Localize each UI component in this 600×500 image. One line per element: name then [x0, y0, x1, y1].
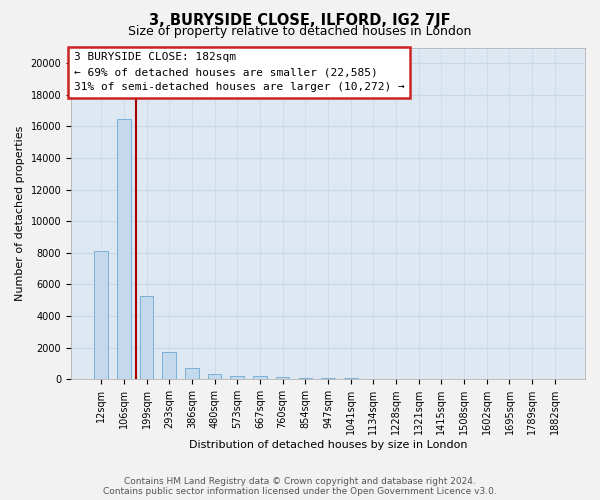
Bar	[163, 352, 176, 379]
Text: 3 BURYSIDE CLOSE: 182sqm
← 69% of detached houses are smaller (22,585)
31% of se: 3 BURYSIDE CLOSE: 182sqm ← 69% of detach…	[74, 52, 404, 92]
Bar	[230, 376, 244, 379]
Bar	[140, 296, 154, 379]
Text: 3, BURYSIDE CLOSE, ILFORD, IG2 7JF: 3, BURYSIDE CLOSE, ILFORD, IG2 7JF	[149, 12, 451, 28]
Bar	[276, 377, 289, 379]
Bar	[185, 368, 199, 379]
Text: Contains HM Land Registry data © Crown copyright and database right 2024.
Contai: Contains HM Land Registry data © Crown c…	[103, 476, 497, 496]
Bar	[117, 118, 131, 379]
X-axis label: Distribution of detached houses by size in London: Distribution of detached houses by size …	[189, 440, 467, 450]
Bar	[94, 252, 108, 379]
Y-axis label: Number of detached properties: Number of detached properties	[15, 126, 25, 301]
Bar	[344, 378, 358, 379]
Bar	[253, 376, 267, 379]
Bar	[367, 378, 380, 379]
Text: Size of property relative to detached houses in London: Size of property relative to detached ho…	[128, 25, 472, 38]
Bar	[299, 378, 312, 379]
Bar	[208, 374, 221, 379]
Bar	[321, 378, 335, 379]
